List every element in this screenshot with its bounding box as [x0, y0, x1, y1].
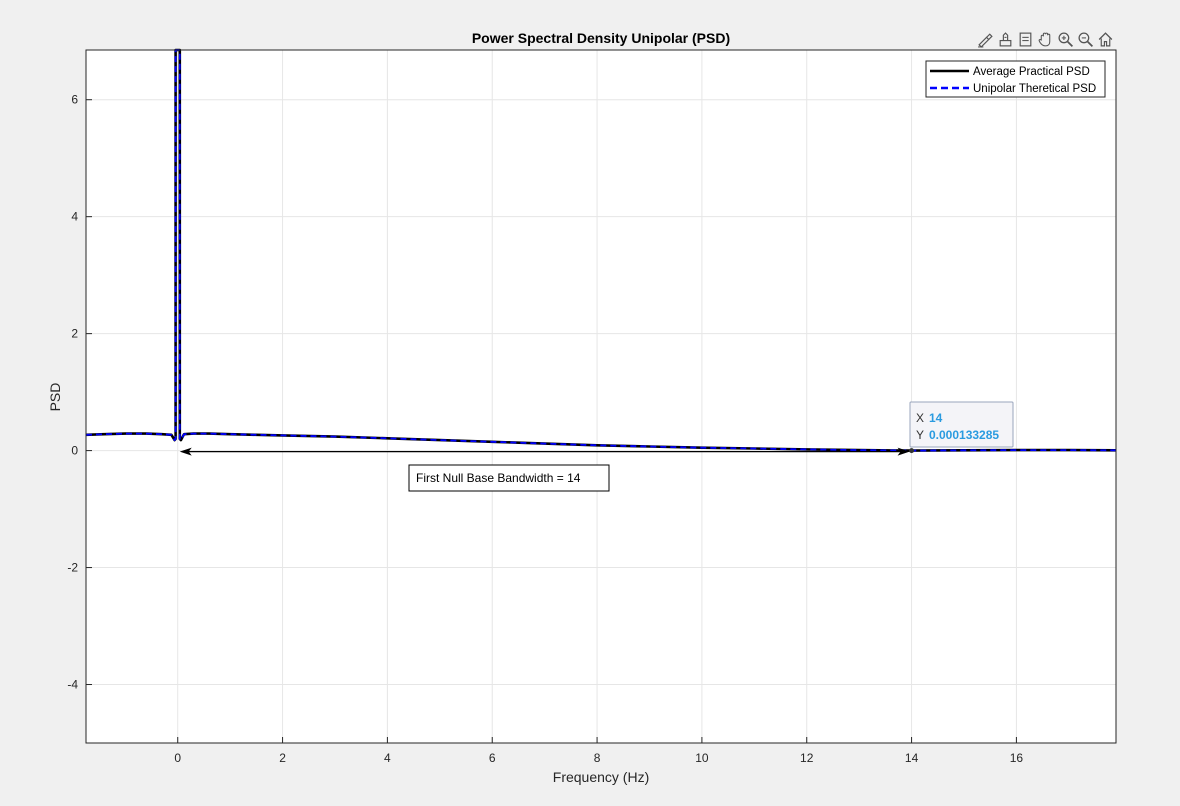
brush-icon[interactable] — [976, 30, 995, 49]
x-tick-label: 16 — [1010, 751, 1024, 765]
y-axis-ticks: -4 -2 0 2 4 6 — [67, 93, 92, 692]
textbox-frame — [408, 464, 610, 492]
x-tick-label: 4 — [384, 751, 391, 765]
pan-icon[interactable] — [1036, 30, 1055, 49]
bandwidth-textbox: First Null Base Bandwidth = 14 — [408, 464, 610, 492]
y-tick-label: 2 — [71, 327, 78, 341]
x-axis-label: Frequency (Hz) — [553, 769, 649, 785]
bandwidth-arrow — [179, 447, 910, 456]
grid — [86, 50, 1116, 743]
datatip-box — [909, 401, 1014, 448]
datatip-x-value: 14 — [929, 411, 943, 425]
y-tick-label: 0 — [71, 444, 78, 458]
datatip-x-label: X — [916, 411, 924, 425]
x-tick-label: 0 — [174, 751, 181, 765]
textbox-label: First Null Base Bandwidth = 14 — [416, 471, 581, 485]
zoom-in-icon[interactable] — [1056, 30, 1075, 49]
y-tick-label: 4 — [71, 210, 78, 224]
arrow-head-left — [179, 447, 192, 456]
series-line-theoretical[interactable] — [85, 49, 1117, 452]
y-axis-label: PSD — [47, 383, 63, 412]
plot-area[interactable] — [86, 50, 1116, 743]
series-group — [85, 48, 1117, 452]
legend-icon[interactable] — [1016, 30, 1035, 49]
chart-title: Power Spectral Density Unipolar (PSD) — [472, 30, 730, 46]
datatip-y-label: Y — [916, 428, 924, 442]
home-icon[interactable] — [1096, 30, 1115, 49]
x-tick-label: 6 — [489, 751, 496, 765]
x-tick-label: 12 — [800, 751, 814, 765]
datatip[interactable]: X 14 Y 0.000133285 — [909, 401, 1014, 454]
legend-entry-theoretical: Unipolar Theretical PSD — [973, 83, 1096, 95]
y-tick-label: -4 — [67, 678, 78, 692]
legend-entry-practical: Average Practical PSD — [973, 66, 1090, 78]
arrow-head-right — [897, 447, 910, 456]
data-tips-icon[interactable] — [996, 30, 1015, 49]
zoom-out-icon[interactable] — [1076, 30, 1095, 49]
datatip-marker — [909, 448, 915, 454]
y-tick-label: -2 — [67, 561, 78, 575]
axes-toolbar — [976, 29, 1115, 49]
y-tick-label: 6 — [71, 93, 78, 107]
x-tick-label: 10 — [695, 751, 709, 765]
datatip-y-value: 0.000133285 — [929, 428, 999, 442]
legend[interactable]: Average Practical PSD Unipolar Theretica… — [925, 60, 1106, 98]
axes-box — [85, 49, 1117, 744]
x-tick-label: 8 — [594, 751, 601, 765]
x-axis-ticks: 0 2 4 6 8 10 12 14 16 — [174, 737, 1023, 765]
x-tick-label: 14 — [905, 751, 919, 765]
legend-box — [925, 60, 1106, 98]
x-tick-label: 2 — [279, 751, 286, 765]
